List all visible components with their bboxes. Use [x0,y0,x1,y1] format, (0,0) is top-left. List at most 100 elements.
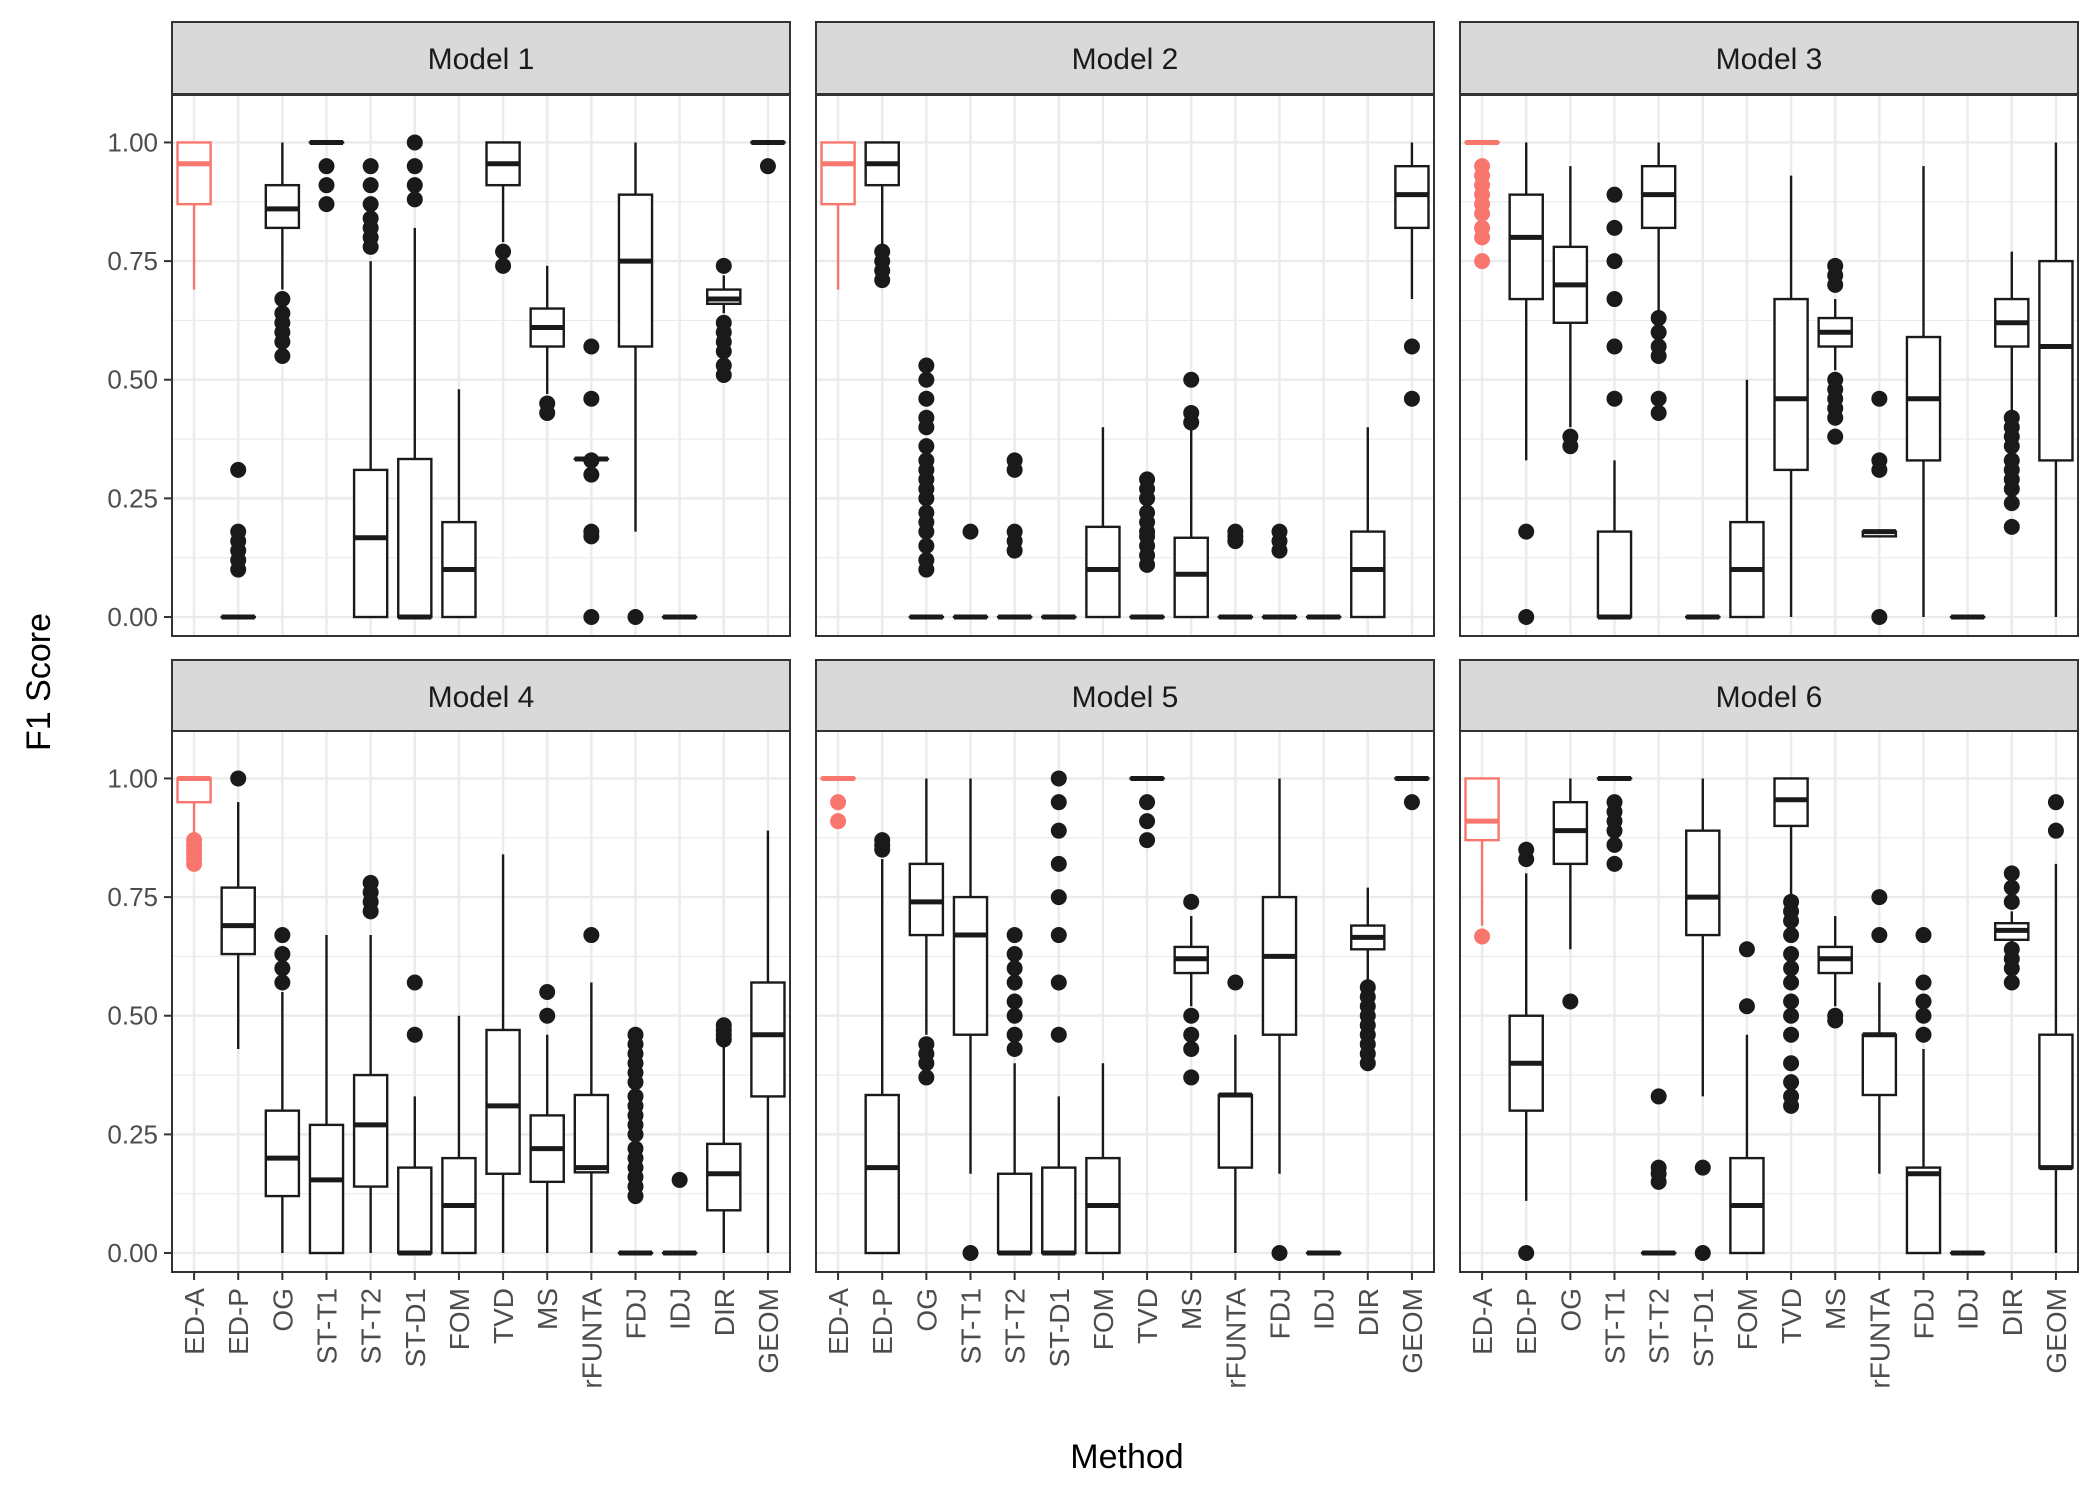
x-tick-label: rFUNTA [1220,1288,1251,1389]
y-tick-label: 0.25 [107,1119,158,1149]
outlier-point [1651,1160,1667,1176]
outlier-point [274,291,290,307]
facet-title: Model 4 [428,681,535,714]
outlier-point [274,975,290,991]
outlier-point [1783,1055,1799,1071]
outlier-point [1695,1160,1711,1176]
outlier-point [1051,975,1067,991]
outlier-point [1916,1008,1932,1024]
x-tick-label: ST-D1 [1688,1288,1719,1367]
outlier-point [407,177,423,193]
outlier-point [2048,794,2064,810]
outlier-point [1783,946,1799,962]
x-tick-label: OG [1555,1288,1586,1332]
outlier-point [274,305,290,321]
outlier-point [583,339,599,355]
y-tick-label: 0.00 [107,602,158,632]
outlier-point [1183,1027,1199,1043]
outlier-point [2004,495,2020,511]
box-body [1510,195,1543,299]
box-body [222,888,255,954]
outlier-point [1783,1027,1799,1043]
outlier-point [230,524,246,540]
outlier-point [1474,253,1490,269]
x-tick-label: ED-P [867,1288,898,1355]
outlier-point [1783,975,1799,991]
outlier-point [1607,220,1623,236]
x-tick-label: ST-T2 [1000,1288,1031,1364]
x-tick-label: OG [267,1288,298,1332]
outlier-point [918,538,934,554]
outlier-point [1871,452,1887,468]
x-tick-label: IDJ [1309,1288,1340,1330]
x-tick-label: IDJ [1953,1288,1984,1330]
outlier-point [1007,1008,1023,1024]
outlier-point [495,258,511,274]
x-tick-label: FDJ [1265,1288,1296,1339]
outlier-point [628,609,644,625]
outlier-point [918,505,934,521]
outlier-point [1518,524,1534,540]
outlier-point [583,524,599,540]
box-body [1907,1168,1940,1253]
outlier-point [1051,794,1067,810]
outlier-point [1474,158,1490,174]
outlier-point [1827,429,1843,445]
outlier-point [1518,1245,1534,1261]
outlier-point [1272,1245,1288,1261]
facet-title: Model 2 [1072,43,1179,76]
outlier-point [1607,253,1623,269]
outlier-point [628,1088,644,1104]
outlier-point [319,196,335,212]
outlier-point [539,1008,555,1024]
box-body [707,1144,740,1210]
x-axis-title: Method [1070,1438,1183,1476]
x-tick-label: rFUNTA [1864,1288,1895,1389]
outlier-point [1783,927,1799,943]
outlier-point [2004,865,2020,881]
outlier-point [1007,946,1023,962]
outlier-point [1783,1074,1799,1090]
outlier-point [1871,391,1887,407]
box-body [266,1111,299,1196]
outlier-point [1139,471,1155,487]
box-body [954,897,987,1035]
outlier-point [1272,524,1288,540]
x-tick-label: ST-T1 [1600,1288,1631,1364]
outlier-point [2004,894,2020,910]
outlier-point [1607,794,1623,810]
outlier-point [1651,391,1667,407]
outlier-point [2004,975,2020,991]
y-tick-label: 1.00 [107,127,158,157]
facet-title: Model 6 [1716,681,1823,714]
outlier-point [918,452,934,468]
outlier-point [716,258,732,274]
outlier-point [963,524,979,540]
x-tick-label: ED-A [179,1288,210,1355]
outlier-point [2048,823,2064,839]
outlier-point [1474,220,1490,236]
outlier-point [628,1141,644,1157]
box-body [310,1125,343,1253]
outlier-point [1007,1027,1023,1043]
outlier-point [1651,1088,1667,1104]
box-body [751,983,784,1097]
outlier-point [1360,979,1376,995]
outlier-point [2004,880,2020,896]
outlier-point [1783,994,1799,1010]
outlier-point [1827,1008,1843,1024]
outlier-point [918,1036,934,1052]
outlier-point [918,552,934,568]
outlier-point [760,158,776,174]
facet-title: Model 3 [1716,43,1823,76]
outlier-point [363,158,379,174]
outlier-point [2004,452,2020,468]
box-body [354,1075,387,1187]
outlier-point [1404,339,1420,355]
outlier-point [1051,856,1067,872]
outlier-point [1607,187,1623,203]
outlier-point [1695,1245,1711,1261]
